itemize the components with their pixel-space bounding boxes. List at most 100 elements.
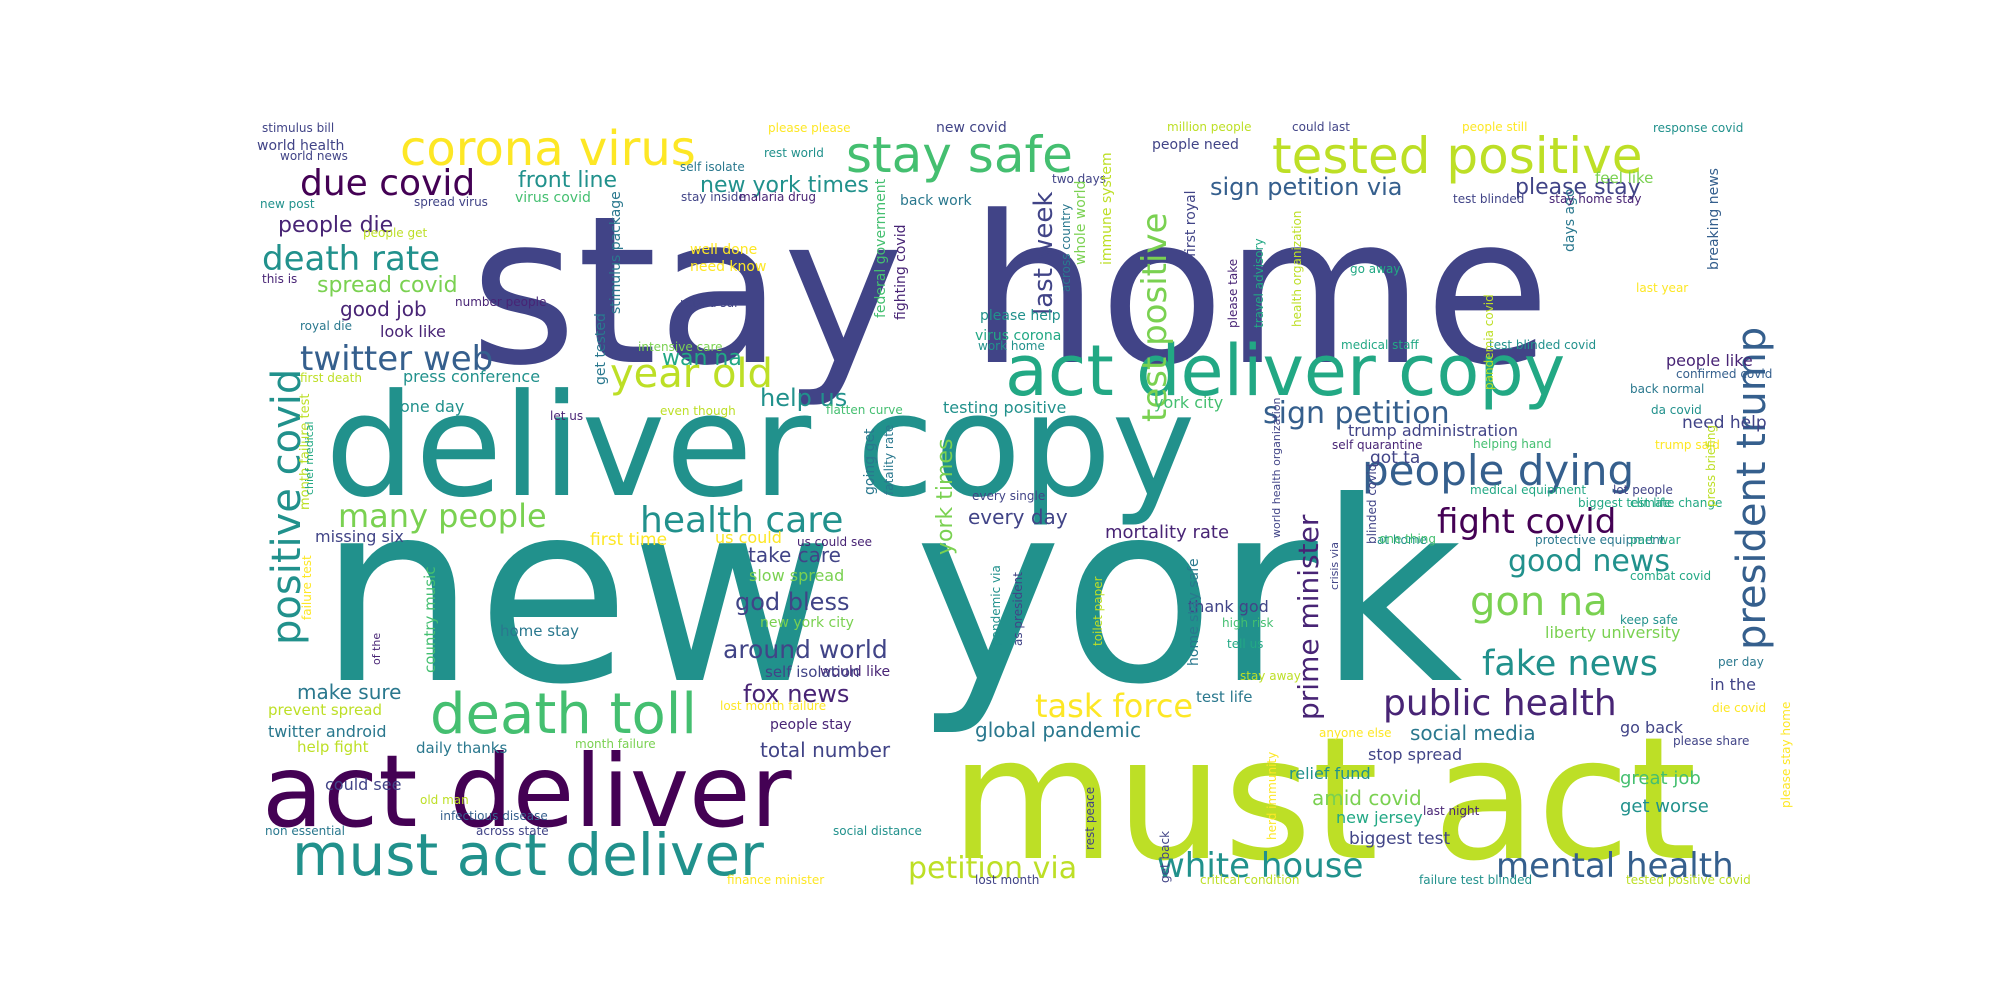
cloud-word: tell us: [1227, 637, 1263, 651]
cloud-word: people dying: [1362, 446, 1634, 495]
cloud-word: new york times: [700, 173, 869, 198]
cloud-word: days ago: [1562, 188, 1578, 252]
cloud-word: one day: [400, 397, 464, 416]
cloud-word: every day: [968, 505, 1068, 529]
cloud-word: mental health: [1496, 846, 1734, 886]
cloud-word: public health: [1383, 683, 1617, 724]
cloud-word: wan na: [662, 346, 742, 371]
cloud-word: help fight: [297, 738, 369, 756]
cloud-word: chief medical: [303, 421, 316, 495]
cloud-word: positive covid: [264, 369, 310, 645]
cloud-word: tested positive covid: [1626, 873, 1751, 887]
cloud-word: could see: [325, 775, 401, 794]
cloud-word: first death: [300, 371, 362, 385]
cloud-word: white house: [1157, 846, 1363, 886]
cloud-word: at home: [1377, 533, 1427, 547]
cloud-word: every single: [972, 489, 1045, 503]
cloud-word: deliver copy: [325, 364, 1195, 529]
cloud-word: pandemia covid: [1482, 294, 1496, 390]
cloud-word: good job: [340, 297, 427, 321]
cloud-word: climate change: [1630, 496, 1722, 510]
cloud-word: last night: [1423, 804, 1480, 818]
cloud-word: got ta: [1370, 448, 1420, 468]
cloud-word: test blinded covid: [1489, 338, 1596, 352]
cloud-word: get back: [1158, 831, 1172, 883]
cloud-word: death rate: [262, 239, 440, 279]
cloud-word: stay home: [470, 173, 1550, 411]
cloud-word: home stay safe: [1186, 558, 1202, 666]
cloud-word: testing positive: [943, 398, 1066, 417]
cloud-word: trump said: [1655, 438, 1720, 452]
cloud-word: keep safe: [1620, 613, 1678, 627]
cloud-word: death toll: [430, 682, 697, 747]
cloud-word: please stay home: [1779, 702, 1793, 808]
cloud-word: stimulus package: [608, 191, 624, 314]
cloud-word: per day: [1718, 655, 1764, 669]
cloud-word: help us: [760, 384, 847, 412]
cloud-word: self quarantine: [1332, 438, 1423, 452]
cloud-word: failure test blinded: [1419, 873, 1532, 887]
cloud-word: infectious disease: [440, 809, 548, 823]
cloud-word: get worse: [1620, 796, 1709, 817]
cloud-word: go back: [1620, 718, 1684, 737]
cloud-word: health organization: [1290, 211, 1304, 327]
cloud-word: people get: [363, 226, 427, 240]
cloud-word: flatten curve: [826, 403, 903, 417]
cloud-word: part war: [1630, 533, 1681, 547]
cloud-word: trump administration: [1348, 421, 1518, 440]
cloud-word: stay inside: [681, 190, 746, 204]
cloud-word: spread covid: [317, 273, 458, 298]
cloud-word: corona virus: [400, 121, 696, 177]
cloud-word: last year: [1636, 281, 1688, 295]
cloud-word: finance minister: [727, 873, 824, 887]
cloud-word: million people: [1167, 120, 1251, 134]
cloud-word: great job: [1620, 768, 1701, 789]
cloud-word: gon na: [1470, 579, 1608, 625]
cloud-word: new york city: [760, 615, 854, 631]
cloud-word: daily thanks: [416, 739, 507, 757]
cloud-word: york city: [1154, 393, 1223, 412]
cloud-word: us could: [715, 528, 782, 547]
cloud-word: could last: [1292, 120, 1350, 134]
cloud-word: whole world: [1073, 181, 1089, 265]
cloud-word: da covid: [1651, 403, 1702, 417]
cloud-word: critical condition: [1200, 873, 1300, 887]
cloud-word: year old: [610, 351, 773, 397]
cloud-word: sign petition: [1263, 396, 1450, 431]
cloud-word: us could see: [797, 535, 872, 549]
cloud-word: press briefing: [1704, 425, 1718, 507]
cloud-word: first time: [590, 530, 667, 550]
cloud-word: in the: [1710, 675, 1756, 694]
cloud-word: this is: [262, 272, 297, 286]
cloud-word: virus corona: [975, 328, 1061, 344]
cloud-word: helping hand: [1473, 437, 1552, 451]
cloud-word: biggest test life: [1578, 496, 1671, 510]
cloud-word: front line: [518, 168, 617, 193]
cloud-word: need know: [690, 259, 766, 275]
cloud-word: many people: [338, 497, 547, 535]
cloud-word: fight covid: [1437, 502, 1616, 542]
cloud-word: total number: [760, 738, 891, 762]
cloud-word: please please: [768, 121, 850, 135]
cloud-word: prime minister: [1292, 514, 1325, 720]
cloud-word: test life: [1196, 688, 1252, 706]
cloud-word: confirmed covid: [1676, 367, 1772, 381]
cloud-word: tested positive: [1272, 127, 1643, 185]
cloud-word: blinded covid: [1365, 464, 1379, 544]
cloud-word: thank god: [1188, 597, 1269, 616]
cloud-word: act deliver copy: [1005, 330, 1565, 412]
cloud-word: please help: [980, 308, 1061, 324]
cloud-word: even though: [660, 404, 736, 418]
cloud-word: people like: [1666, 351, 1753, 370]
cloud-word: one thing: [1379, 532, 1436, 546]
cloud-word: need help: [1682, 413, 1767, 433]
cloud-word: mortality rate: [1105, 522, 1229, 543]
cloud-word: intensive care: [638, 340, 723, 354]
cloud-word: stay safe: [846, 126, 1073, 184]
cloud-word: people need: [1152, 137, 1239, 153]
cloud-word: get tested: [593, 313, 609, 385]
cloud-word: two days: [1052, 172, 1106, 186]
cloud-word: new york: [318, 448, 1463, 739]
cloud-word: back normal: [1630, 382, 1704, 396]
cloud-word: biggest test: [1349, 829, 1450, 849]
